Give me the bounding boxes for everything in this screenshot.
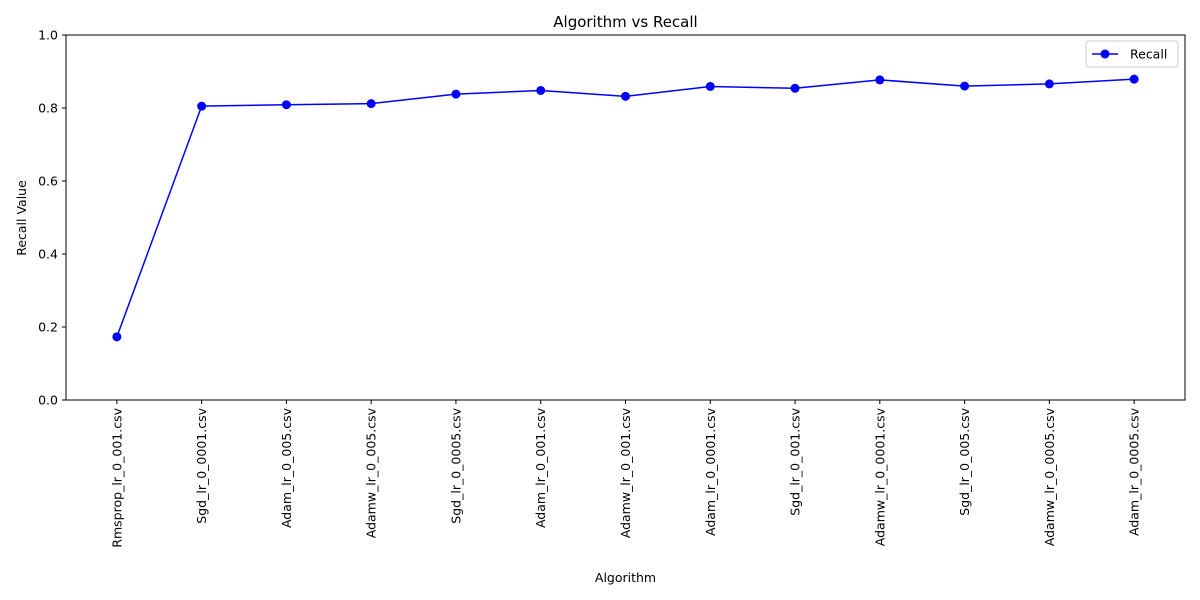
x-tick-label: Adam_lr_0_001.csv bbox=[533, 407, 548, 528]
x-tick-label: Sgd_lr_0_0005.csv bbox=[448, 407, 463, 523]
x-tick-label: Sgd_lr_0_005.csv bbox=[957, 407, 972, 515]
y-axis: 0.0 0.2 0.4 0.6 0.8 1.0 bbox=[38, 28, 66, 408]
y-tick-label: 0.6 bbox=[38, 174, 58, 189]
data-point bbox=[197, 101, 207, 111]
plot-area bbox=[112, 74, 1139, 342]
y-tick-label: 0.0 bbox=[38, 393, 58, 408]
data-point bbox=[366, 99, 376, 109]
x-tick-label: Adamw_lr_0_005.csv bbox=[364, 407, 379, 538]
legend: Recall bbox=[1085, 40, 1179, 68]
data-point bbox=[451, 89, 461, 99]
x-tick-label: Adam_lr_0_0005.csv bbox=[1127, 407, 1142, 536]
x-tick-label: Adamw_lr_0_001.csv bbox=[618, 407, 633, 538]
data-point bbox=[960, 81, 970, 91]
x-tick-label: Adamw_lr_0_0005.csv bbox=[1042, 407, 1057, 546]
series-line-recall bbox=[116, 78, 1135, 338]
x-tick-label: Sgd_lr_0_001.csv bbox=[788, 407, 803, 515]
data-point bbox=[1129, 74, 1139, 84]
x-tick-label: Rmsprop_lr_0_001.csv bbox=[109, 407, 124, 547]
legend-label-recall: Recall bbox=[1130, 47, 1167, 62]
legend-box bbox=[1085, 40, 1179, 68]
y-tick-label: 1.0 bbox=[38, 28, 58, 43]
x-tick-label: Sgd_lr_0_0001.csv bbox=[194, 407, 209, 523]
data-point bbox=[790, 83, 800, 93]
x-tick-label: Adam_lr_0_005.csv bbox=[279, 407, 294, 528]
plot-frame bbox=[65, 34, 1186, 401]
x-axis: Rmsprop_lr_0_001.csv Sgd_lr_0_0001.csv Ada… bbox=[109, 400, 1142, 548]
x-tick-label: Adam_lr_0_0001.csv bbox=[703, 407, 718, 536]
y-tick-label: 0.8 bbox=[38, 101, 58, 116]
chart-title: Algorithm vs Recall bbox=[553, 13, 697, 31]
y-axis-label: Recall Value bbox=[14, 180, 29, 256]
data-point bbox=[281, 100, 291, 110]
data-point bbox=[1044, 79, 1054, 89]
y-tick-label: 0.2 bbox=[38, 320, 58, 335]
data-point bbox=[705, 81, 715, 91]
x-tick-label: Adamw_lr_0_0001.csv bbox=[872, 407, 887, 546]
data-point bbox=[875, 75, 885, 85]
y-tick-label: 0.4 bbox=[38, 247, 58, 262]
data-point bbox=[536, 85, 546, 95]
x-axis-label: Algorithm bbox=[595, 570, 656, 585]
data-point bbox=[621, 91, 630, 101]
legend-marker-recall bbox=[1100, 49, 1110, 59]
data-point bbox=[112, 332, 122, 342]
